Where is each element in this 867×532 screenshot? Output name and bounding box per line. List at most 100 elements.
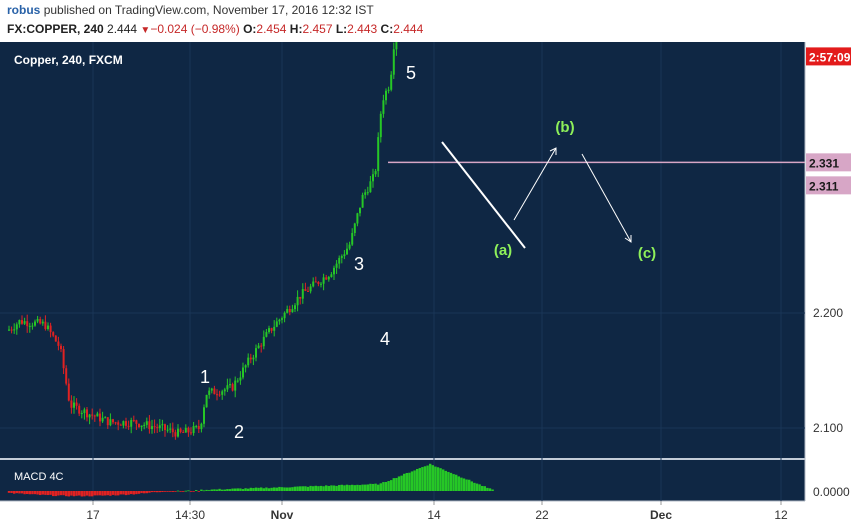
macd-bar (91, 491, 94, 497)
macd-bar (262, 488, 265, 491)
wave-label-4: 4 (380, 329, 390, 349)
macd-bar (70, 491, 73, 496)
macd-bar (481, 485, 484, 491)
macd-title: MACD 4C (14, 471, 64, 483)
macd-bar (356, 484, 359, 491)
candle-body (234, 380, 237, 391)
chart-canvas[interactable]: 1 2 3 4 5 (a) (b) (c) 2.7002.5002.2002.1… (0, 42, 867, 532)
high-label: H: (289, 22, 303, 36)
low-label: L: (335, 22, 348, 36)
candle-body (236, 380, 239, 382)
macd-bar (127, 491, 130, 495)
macd-bar (379, 483, 382, 491)
macd-bar (304, 486, 307, 491)
candle-body (372, 174, 374, 182)
macd-bar (36, 491, 39, 495)
macd-bar (413, 470, 416, 491)
macd-bar (15, 491, 18, 494)
candle-body (80, 413, 83, 415)
candle-body (96, 413, 99, 417)
candle-body (343, 254, 346, 257)
macd-bar (98, 491, 102, 496)
macd-bar (145, 491, 148, 494)
macd-bar (184, 490, 187, 492)
chart-header: robus published on TradingView.com, Nove… (0, 0, 867, 42)
macd-bar (75, 491, 78, 496)
macd-bar (166, 491, 169, 492)
trend-line[interactable] (441, 141, 526, 249)
macd-bar (176, 490, 180, 492)
macd-bar (478, 484, 481, 491)
macd-bar (208, 490, 211, 491)
price-pane-bg (0, 42, 805, 458)
macd-bar (228, 489, 232, 491)
candle-body (166, 429, 169, 431)
candle-body (320, 283, 322, 285)
candle-body (78, 405, 81, 414)
price-label-bg (806, 153, 851, 172)
macd-bar (215, 489, 219, 491)
candle-body (8, 329, 10, 331)
candle-body (41, 321, 44, 324)
wave-label-c: (c) (638, 245, 656, 262)
macd-bar (483, 486, 486, 491)
candle-body (195, 426, 198, 428)
macd-bar (72, 491, 76, 497)
candle-body (294, 305, 296, 310)
macd-bar (247, 488, 250, 491)
wave-c-arrowhead (624, 235, 632, 243)
candle-body (278, 319, 281, 322)
macd-bar (130, 491, 133, 495)
candle-body (307, 290, 309, 292)
candle-body (161, 424, 164, 426)
candle-body (21, 320, 23, 324)
candle-body (286, 308, 289, 313)
macd-bar (335, 485, 338, 491)
macd-bar (111, 491, 115, 495)
macd-bar (265, 487, 268, 491)
candle-body (299, 296, 302, 299)
candle-body (255, 348, 257, 358)
macd-bar (327, 485, 330, 491)
macd-bar (7, 491, 11, 493)
candle-body (281, 318, 283, 320)
macd-bar (26, 491, 29, 494)
macd-bar (10, 491, 13, 493)
candle-body (283, 312, 286, 319)
macd-bar (119, 491, 122, 495)
macd-bar (135, 491, 138, 495)
candle-body (325, 277, 328, 280)
candle-body (109, 419, 112, 426)
candle-body (203, 407, 205, 424)
macd-bar (124, 491, 128, 496)
wave-label-3: 3 (354, 254, 364, 274)
candle-body (47, 325, 49, 329)
wave-b-arrow[interactable] (513, 147, 557, 221)
y-tick-label: 2.200 (813, 306, 843, 320)
candle-body (333, 267, 335, 275)
macd-bar (275, 487, 278, 491)
macd-bar (78, 491, 81, 496)
publisher-name[interactable]: robus (7, 3, 41, 17)
macd-bar (223, 489, 226, 491)
candle-body (382, 100, 385, 114)
macd-bar (163, 491, 167, 492)
candle-body (262, 336, 265, 347)
candle-body (226, 385, 229, 390)
macd-bar (137, 491, 141, 494)
candle-body (119, 424, 122, 426)
candle-body (229, 384, 231, 386)
candle-body (10, 329, 13, 331)
macd-bar (122, 491, 125, 495)
x-tick-label: 14:30 (175, 508, 205, 522)
macd-bar (54, 491, 57, 497)
macd-bar (80, 491, 83, 497)
wave-c-arrow[interactable] (581, 153, 632, 243)
macd-bar (239, 488, 242, 491)
macd-bar (221, 489, 224, 491)
macd-bar (343, 485, 346, 491)
macd-bar (486, 487, 489, 491)
candle-body (249, 357, 252, 360)
